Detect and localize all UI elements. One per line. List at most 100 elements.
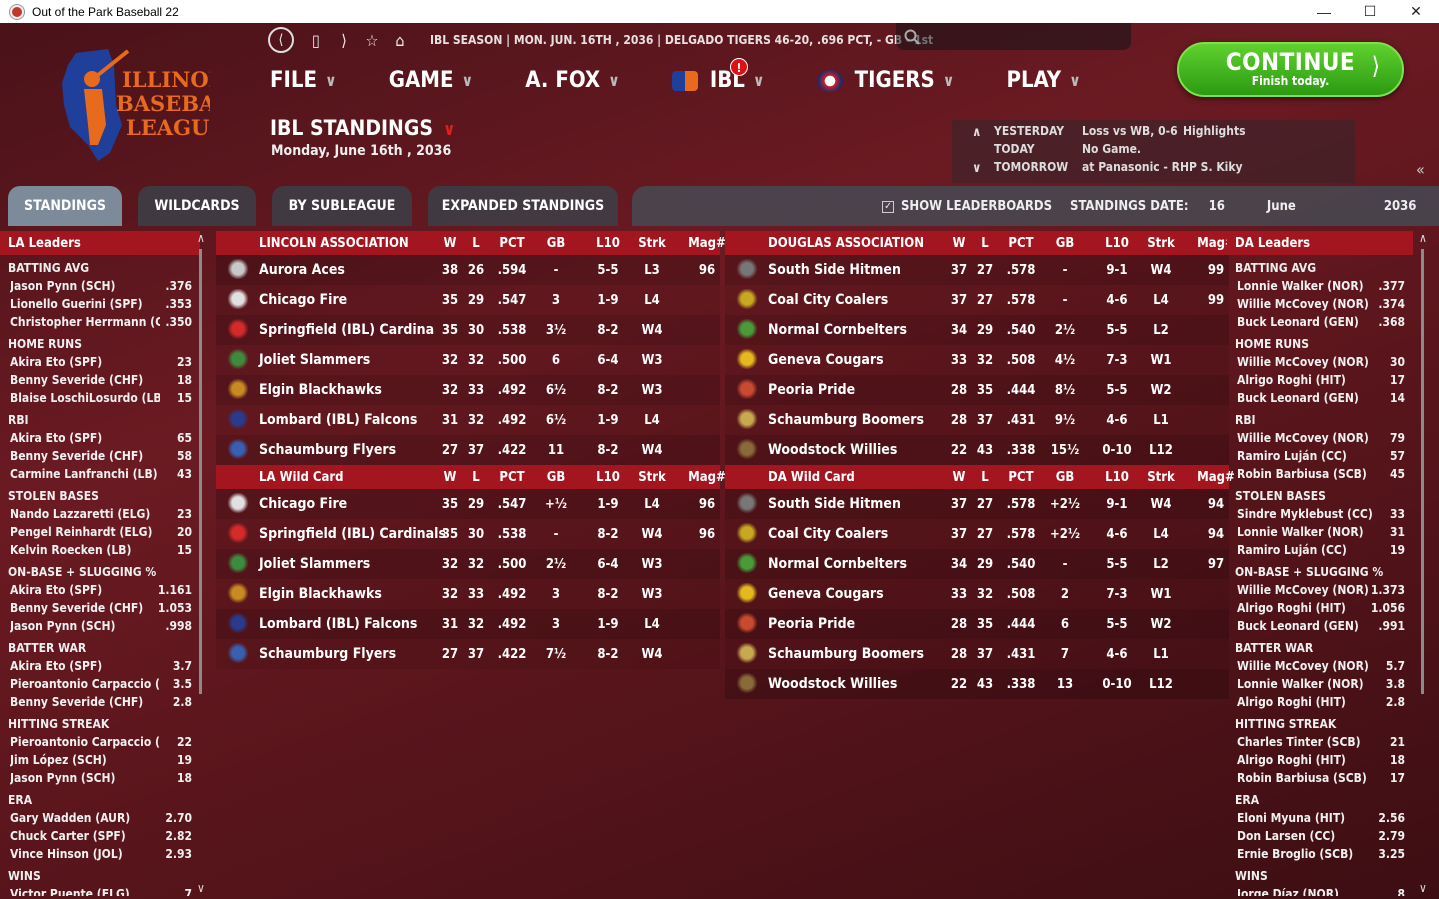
team-name[interactable]: Peoria Pride (768, 616, 856, 632)
leader-row[interactable]: Jason Pynn (SCH) .998 (0, 617, 200, 635)
home-icon[interactable]: ⌂ (395, 30, 405, 50)
team-name[interactable]: Woodstock Willies (768, 676, 898, 692)
leader-row[interactable]: Robin Barbiusa (SCB) 17 (1227, 769, 1413, 787)
leader-row[interactable]: Alrigo Roghi (HIT) 17 (1227, 371, 1413, 389)
tab-expanded-standings[interactable]: EXPANDED STANDINGS (428, 186, 618, 226)
team-name[interactable]: Lombard (IBL) Falcons (259, 412, 418, 428)
table-row[interactable]: Woodstock Willies 22 43 .338 13 0-10 L12 (725, 669, 1229, 699)
player-name[interactable]: Buck Leonard (GEN) (1237, 315, 1359, 329)
leader-row[interactable]: Alrigo Roghi (HIT) 1.056 (1227, 599, 1413, 617)
team-name[interactable]: Schaumburg Flyers (259, 442, 397, 458)
player-name[interactable]: Benny Severide (CHF) (10, 601, 144, 615)
player-name[interactable]: Chuck Carter (SPF) (10, 829, 126, 843)
leader-category[interactable]: WINS (8, 869, 41, 883)
scroll-thumb[interactable] (199, 249, 202, 694)
leader-category[interactable]: WINS (1235, 869, 1268, 883)
leader-row[interactable]: Nando Lazzaretti (ELG) 23 (0, 505, 200, 523)
player-name[interactable]: Akira Eto (SPF) (10, 659, 103, 673)
table-row[interactable]: Woodstock Willies 22 43 .338 15½ 0-10 L12 (725, 435, 1229, 465)
team-name[interactable]: Elgin Blackhawks (259, 586, 382, 602)
team-name[interactable]: South Side Hitmen (768, 262, 901, 278)
tab-wildcards[interactable]: WILDCARDS (138, 186, 256, 226)
column-header[interactable]: PCT (499, 469, 525, 485)
column-header[interactable]: Mag# (1197, 235, 1235, 251)
team-name[interactable]: Coal City Coalers (768, 526, 889, 542)
column-header[interactable]: W (952, 235, 966, 251)
player-name[interactable]: Lonnie Walker (NOR) (1237, 525, 1364, 539)
table-row[interactable]: Springfield (IBL) Cardina 35 30 .538 3½ 8-2 W4 (216, 315, 720, 345)
team-name[interactable]: Aurora Aces (259, 262, 345, 278)
player-name[interactable]: Alrigo Roghi (HIT) (1237, 753, 1346, 767)
team-name[interactable]: Woodstock Willies (768, 442, 898, 458)
player-name[interactable]: Gary Wadden (AUR) (10, 811, 131, 825)
player-name[interactable]: Victor Puente (ELG) (10, 887, 130, 896)
player-name[interactable]: Ramiro Luján (CC) (1237, 449, 1347, 463)
team-name[interactable]: Normal Cornbelters (768, 322, 907, 338)
scroll-up-icon[interactable]: ∧ (1419, 231, 1427, 245)
leader-category[interactable]: BATTER WAR (1235, 641, 1314, 655)
team-name[interactable]: Schaumburg Boomers (768, 646, 924, 662)
column-header[interactable]: L10 (596, 235, 620, 251)
player-name[interactable]: Eloni Myuna (HIT) (1237, 811, 1346, 825)
table-row[interactable]: Springfield (IBL) Cardinals 35 30 .538 - 8-2 W… (216, 519, 720, 549)
menu-play[interactable]: PLAY ∨ (1006, 68, 1081, 93)
player-name[interactable]: Akira Eto (SPF) (10, 355, 103, 369)
table-row[interactable]: Joliet Slammers 32 32 .500 6 6-4 W3 (216, 345, 720, 375)
continue-button[interactable]: CONTINUE Finish today. ⟩ (1177, 42, 1404, 97)
team-name[interactable]: Joliet Slammers (259, 352, 371, 368)
back-icon[interactable]: ⟨ (268, 27, 294, 53)
leader-category[interactable]: STOLEN BASES (1235, 489, 1326, 503)
leader-row[interactable]: Chuck Carter (SPF) 2.82 (0, 827, 200, 845)
table-row[interactable]: Schaumburg Flyers 27 37 .422 7½ 8-2 W4 (216, 639, 720, 669)
column-header[interactable]: PCT (1008, 469, 1034, 485)
team-name[interactable]: Lombard (IBL) Falcons (259, 616, 418, 632)
leader-row[interactable]: Willie McCovey (NOR) 1.373 (1227, 581, 1413, 599)
leader-row[interactable]: Jason Pynn (SCH) .376 (0, 277, 200, 295)
maximize-icon[interactable]: ☐ (1363, 3, 1377, 19)
player-name[interactable]: Willie McCovey (NOR) (1237, 659, 1369, 673)
table-row[interactable]: Elgin Blackhawks 32 33 .492 6½ 8-2 W3 (216, 375, 720, 405)
leader-row[interactable]: Ramiro Luján (CC) 19 (1227, 541, 1413, 559)
collapse-panel-icon[interactable]: « (1416, 160, 1425, 179)
leader-row[interactable]: Pengel Reinhardt (ELG) 20 (0, 523, 200, 541)
leader-row[interactable]: Buck Leonard (GEN) .991 (1227, 617, 1413, 635)
leader-row[interactable]: Victor Puente (ELG) 7 (0, 885, 200, 896)
leader-row[interactable]: Benny Severide (CHF) 2.8 (0, 693, 200, 711)
player-name[interactable]: Benny Severide (CHF) (10, 449, 144, 463)
player-name[interactable]: Akira Eto (SPF) (10, 431, 103, 445)
leader-row[interactable]: Benny Severide (CHF) 58 (0, 447, 200, 465)
column-header[interactable]: GB (1055, 469, 1075, 485)
player-name[interactable]: Pengel Reinhardt (ELG) (10, 525, 153, 539)
leader-row[interactable]: Pieroantonio Carpaccio (/ 3.5 (0, 675, 200, 693)
leader-category[interactable]: ERA (8, 793, 33, 807)
player-name[interactable]: Nando Lazzaretti (ELG) (10, 507, 151, 521)
team-name[interactable]: Coal City Coalers (768, 292, 889, 308)
team-name[interactable]: Chicago Fire (259, 292, 348, 308)
column-header[interactable]: Strk (638, 235, 666, 251)
table-row[interactable]: Peoria Pride 28 35 .444 6 5-5 W2 (725, 609, 1229, 639)
leader-row[interactable]: Robin Barbiusa (SCB) 45 (1227, 465, 1413, 483)
table-row[interactable]: Coal City Coalers 37 27 .578 +2½ 4-6 L4 94 (725, 519, 1229, 549)
leader-row[interactable]: Ernie Broglio (SCB) 3.25 (1227, 845, 1413, 863)
column-header[interactable]: GB (1055, 235, 1075, 251)
table-row[interactable]: Lombard (IBL) Falcons 31 32 .492 6½ 1-9 L4 (216, 405, 720, 435)
leader-category[interactable]: ON-BASE + SLUGGING % (1235, 565, 1384, 579)
column-header[interactable]: Strk (1147, 469, 1175, 485)
leader-row[interactable]: Lonnie Walker (NOR) .377 (1227, 277, 1413, 295)
table-row[interactable]: Schaumburg Boomers 28 37 .431 9½ 4-6 L1 (725, 405, 1229, 435)
search-input[interactable] (896, 23, 1131, 50)
player-name[interactable]: Pieroantonio Carpaccio (/ (10, 735, 160, 749)
player-name[interactable]: Jason Pynn (SCH) (10, 279, 116, 293)
column-header[interactable]: L (981, 235, 989, 251)
team-name[interactable]: Schaumburg Boomers (768, 412, 924, 428)
scroll-thumb[interactable] (1421, 249, 1424, 694)
team-name[interactable]: Schaumburg Flyers (259, 646, 397, 662)
leader-row[interactable]: Buck Leonard (GEN) 14 (1227, 389, 1413, 407)
player-name[interactable]: Jason Pynn (SCH) (10, 771, 116, 785)
menu-league[interactable]: IBL ∨ (671, 68, 765, 93)
table-row[interactable]: Lombard (IBL) Falcons 31 32 .492 3 1-9 L4 (216, 609, 720, 639)
column-header[interactable]: L (981, 469, 989, 485)
team-name[interactable]: Joliet Slammers (259, 556, 371, 572)
leader-row[interactable]: Akira Eto (SPF) 65 (0, 429, 200, 447)
leader-row[interactable]: Blaise LoschiLosurdo (LB 15 (0, 389, 200, 407)
